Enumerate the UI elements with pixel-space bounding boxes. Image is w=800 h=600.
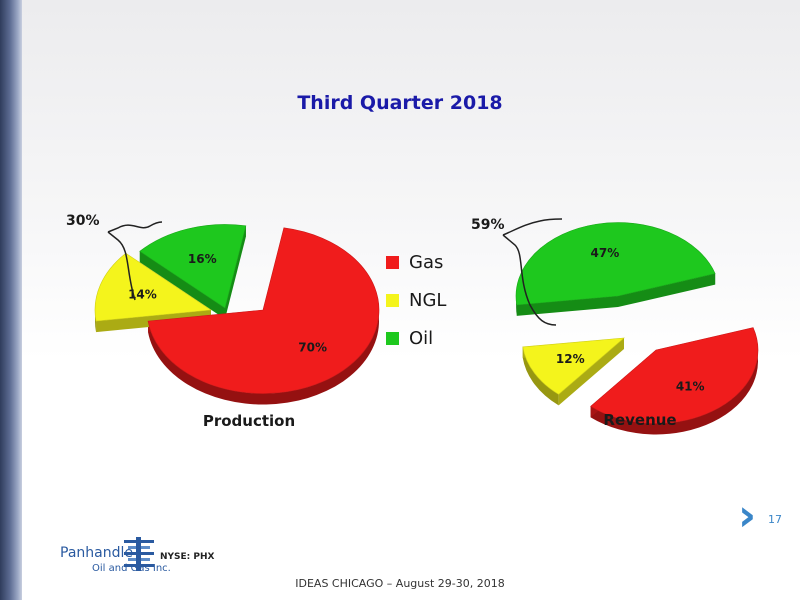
slice-edge-oil xyxy=(516,296,618,316)
slice-gas xyxy=(147,227,380,394)
slide-title: Third Quarter 2018 xyxy=(297,92,503,114)
slice-edge-oil xyxy=(139,251,225,319)
logo-ticker: NYSE: PHX xyxy=(160,552,215,562)
slice-ngl xyxy=(94,252,212,322)
logo-mark-icon xyxy=(124,537,154,571)
legend-label-gas: Gas xyxy=(409,251,444,273)
slice-oil xyxy=(139,224,247,309)
slice-label-oil: 47% xyxy=(591,246,620,260)
slice-label-ngl: 14% xyxy=(128,287,157,301)
production-pie: 70% 14% 16% xyxy=(94,224,380,405)
company-logo: Panhandle Oil and Gas Inc. NYSE: PHX xyxy=(60,537,240,579)
logo-name: Panhandle xyxy=(60,545,133,561)
slice-label-gas: 70% xyxy=(298,340,327,354)
revenue-bracket: 59% xyxy=(471,217,563,326)
slice-side-ngl xyxy=(522,346,559,406)
legend-item-oil: Oil xyxy=(386,319,446,357)
production-bracket-label: 30% xyxy=(66,213,100,229)
slice-side-gas xyxy=(590,327,758,435)
slice-ngl xyxy=(522,337,625,395)
revenue-caption: Revenue xyxy=(603,411,677,429)
legend-item-ngl: NGL xyxy=(386,281,446,319)
slice-label-gas: 41% xyxy=(676,380,705,394)
legend-item-gas: Gas xyxy=(386,243,446,281)
left-accent-bar xyxy=(0,0,22,600)
legend: Gas NGL Oil xyxy=(386,243,446,357)
slice-label-ngl: 12% xyxy=(556,352,585,366)
legend-swatch-oil xyxy=(386,331,399,345)
slice-edge-oil xyxy=(225,225,246,319)
legend-label-oil: Oil xyxy=(409,327,434,349)
slice-oil xyxy=(515,222,716,306)
legend-swatch-ngl xyxy=(386,293,399,307)
slice-edge-oil xyxy=(618,273,716,307)
slice-label-oil: 16% xyxy=(188,252,217,266)
legend-swatch-gas xyxy=(386,255,399,269)
revenue-bracket-label: 59% xyxy=(471,217,505,233)
slice-gas xyxy=(590,327,759,424)
slice-edge-ngl xyxy=(558,338,624,406)
production-caption: Production xyxy=(202,412,296,430)
revenue-pie: 41% 12% 47% xyxy=(515,222,759,435)
page-number: 17 xyxy=(768,513,782,526)
next-chevron-icon[interactable]: › xyxy=(738,490,757,541)
production-bracket: 30% xyxy=(66,213,163,301)
legend-label-ngl: NGL xyxy=(409,289,447,311)
logo-subtitle: Oil and Gas Inc. xyxy=(92,563,171,574)
footer-text: IDEAS CHICAGO – August 29-30, 2018 xyxy=(295,577,505,590)
